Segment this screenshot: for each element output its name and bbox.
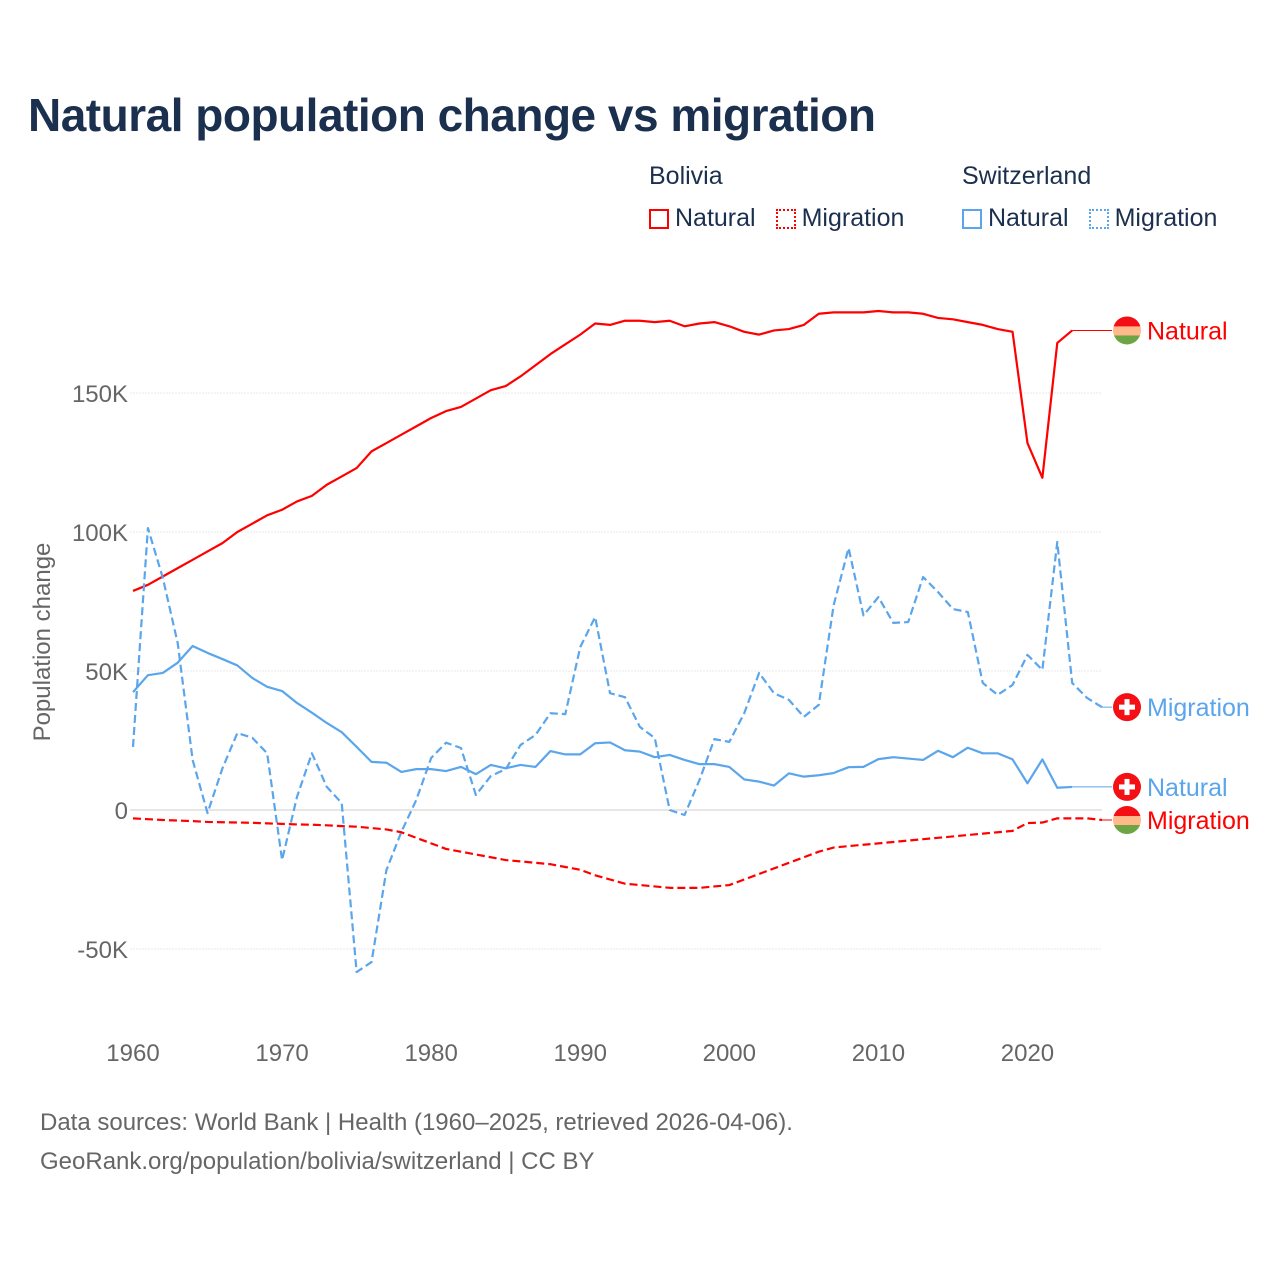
switzerland-flag-icon — [1113, 693, 1141, 722]
flag-stripe-green — [1113, 825, 1141, 835]
flag-cross-h — [1119, 704, 1135, 710]
y-axis: -50K 0 50K 100K 150K — [72, 381, 128, 964]
legend-item-switzerland-natural[interactable]: Natural — [962, 204, 1069, 233]
end-label-bolivia-migration: Migration — [1147, 807, 1250, 835]
footer-link[interactable]: GeoRank.org/population/bolivia/switzerla… — [40, 1148, 595, 1175]
legend-item-switzerland-migration[interactable]: Migration — [1088, 204, 1218, 233]
legend-swatch-solid — [649, 208, 669, 229]
legend-group-bolivia: Bolivia — [649, 162, 723, 190]
y-tick-label: 150K — [72, 381, 128, 408]
x-tick-label: 2010 — [852, 1040, 905, 1067]
legend-item-bolivia-migration[interactable]: Migration — [775, 204, 905, 233]
chart-title: Natural population change vs migration — [28, 89, 876, 141]
flag-stripe-red — [1113, 316, 1141, 327]
legend-swatch-dotted — [775, 208, 796, 229]
series-switzerland-natural — [132, 644, 1073, 789]
flag-stripe-red — [1113, 806, 1141, 817]
x-tick-label: 1960 — [106, 1040, 159, 1067]
x-tick-label: 1970 — [255, 1040, 308, 1067]
bolivia-flag-icon — [1113, 806, 1141, 835]
series-bolivia-natural — [132, 309, 1073, 592]
x-tick-label: 2000 — [703, 1040, 756, 1067]
x-tick-label: 2020 — [1001, 1040, 1054, 1067]
y-axis-label: Population change — [29, 543, 56, 742]
series-switzerland-migration — [131, 527, 1103, 974]
x-tick-label: 1990 — [554, 1040, 607, 1067]
x-tick-label: 1980 — [404, 1040, 457, 1067]
series-bolivia-migration — [132, 817, 1103, 889]
end-labels: Natural Migration Natural Migration — [1072, 316, 1250, 835]
legend-item-bolivia-natural[interactable]: Natural — [649, 204, 756, 233]
flag-stripe-green — [1113, 335, 1141, 345]
legend-label: Migration — [1114, 204, 1218, 232]
legend-bolivia: Natural Migration — [649, 204, 924, 233]
end-label-switzerland-natural: Natural — [1147, 774, 1228, 802]
grid — [130, 392, 1102, 950]
legend-swatch-solid — [962, 208, 982, 229]
y-tick-label: 0 — [115, 798, 128, 825]
series-lines — [131, 309, 1103, 974]
footer-sources: Data sources: World Bank | Health (1960–… — [40, 1109, 793, 1136]
flag-stripe-yellow — [1113, 816, 1141, 826]
bolivia-flag-icon — [1113, 316, 1141, 345]
y-tick-label: 50K — [85, 659, 128, 686]
legend-label: Migration — [801, 204, 905, 232]
legend-label: Natural — [675, 204, 756, 232]
y-tick-label: 100K — [72, 520, 128, 547]
end-label-switzerland-migration: Migration — [1147, 694, 1250, 722]
legend-label: Natural — [988, 204, 1069, 232]
legend-switzerland: Natural Migration — [962, 204, 1237, 233]
end-label-bolivia-natural: Natural — [1147, 317, 1228, 345]
legend-group-switzerland: Switzerland — [962, 162, 1092, 190]
flag-stripe-yellow — [1113, 326, 1141, 336]
legend-swatch-dotted — [1088, 208, 1109, 229]
switzerland-flag-icon — [1113, 772, 1141, 801]
flag-cross-h — [1119, 784, 1135, 790]
x-axis: 1960 1970 1980 1990 2000 2010 2020 — [106, 1040, 1054, 1067]
y-tick-label: -50K — [77, 937, 128, 964]
